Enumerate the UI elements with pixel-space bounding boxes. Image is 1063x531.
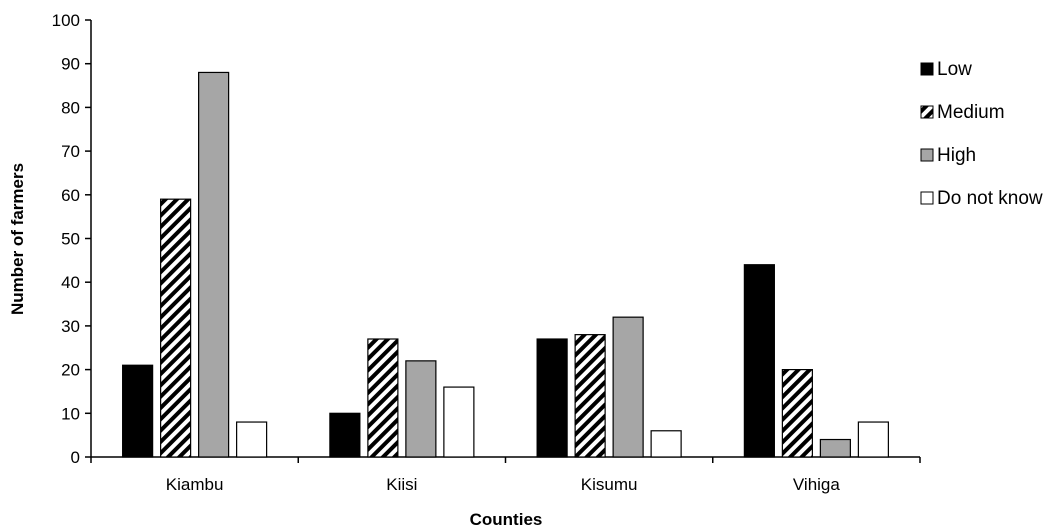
bar: [743, 264, 775, 458]
y-axis-title: Number of farmers: [8, 163, 27, 315]
bar: [198, 71, 230, 458]
bar: [405, 360, 437, 458]
y-tick-label: 60: [61, 186, 80, 205]
legend-swatch: [920, 62, 934, 76]
x-tick-label: Kiisi: [386, 475, 417, 494]
legend-swatch: [920, 148, 934, 162]
x-tick-label: Kisumu: [581, 475, 638, 494]
y-tick-label: 50: [61, 230, 80, 249]
legend-label: Do not know: [937, 188, 1043, 209]
y-tick-label: 30: [61, 317, 80, 336]
y-tick-label: 20: [61, 361, 80, 380]
bar: [536, 338, 568, 458]
bar: [367, 338, 399, 458]
y-tick-label: 90: [61, 55, 80, 74]
bar: [160, 198, 192, 458]
bar: [819, 438, 851, 458]
y-tick-label: 0: [71, 448, 80, 467]
y-tick-label: 100: [52, 11, 80, 30]
y-axis: 0 10 20 30 40 50 60 70 80 90 100: [52, 11, 92, 467]
y-tick-label: 80: [61, 98, 80, 117]
y-tick-label: 70: [61, 142, 80, 161]
x-tick-label: Kiambu: [166, 475, 224, 494]
legend-label: Medium: [937, 102, 1005, 123]
legend-swatch: [920, 191, 934, 205]
x-axis-title: Counties: [470, 510, 543, 529]
legend-label: Low: [937, 59, 972, 80]
bars: [122, 71, 889, 458]
x-axis: Kiambu Kiisi Kisumu Vihiga: [90, 456, 921, 494]
x-tick-label: Vihiga: [793, 475, 840, 494]
legend: Low Medium High Do not know: [920, 59, 1043, 209]
bar: [781, 369, 813, 458]
bar: [236, 421, 268, 458]
bar: [443, 386, 475, 458]
bar: [329, 412, 361, 458]
bar: [122, 364, 154, 458]
bar: [650, 430, 682, 458]
bar: [612, 316, 644, 458]
bar: [574, 334, 606, 458]
legend-swatch: [920, 105, 934, 119]
y-tick-label: 10: [61, 404, 80, 423]
legend-label: High: [937, 145, 976, 166]
bar: [857, 421, 889, 458]
y-tick-label: 40: [61, 273, 80, 292]
